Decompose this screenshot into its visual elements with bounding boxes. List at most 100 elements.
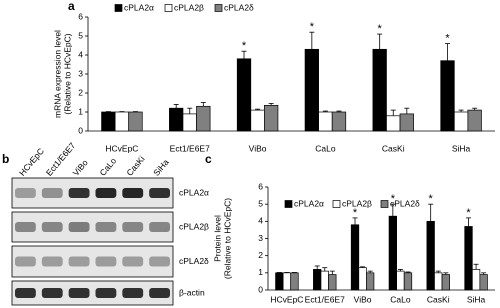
significance-label: * [378, 23, 383, 35]
bar [114, 111, 130, 132]
bar [388, 215, 397, 291]
significance-label: * [310, 21, 315, 33]
blot-band [95, 222, 117, 232]
blot-band [122, 222, 144, 232]
blot-band [95, 288, 117, 298]
blot-band [122, 256, 144, 267]
bar [453, 111, 469, 132]
x-tick-label: HCvEpC [105, 143, 138, 153]
y-tick-label: 6 [258, 181, 263, 191]
bar [350, 224, 360, 291]
bar [290, 272, 299, 291]
error-bar [241, 50, 247, 59]
bar [386, 115, 401, 132]
band-label: β-actin [179, 287, 205, 297]
bar [101, 111, 116, 132]
error-bar [336, 110, 342, 112]
blot-band [15, 256, 36, 267]
legend-label: cPLA2δ [224, 2, 254, 12]
lane-label: ViBo [71, 157, 90, 177]
error-bar [443, 272, 449, 275]
error-bar [481, 272, 487, 275]
y-axis-label: (Relative to HCvEpC) [222, 198, 232, 279]
legend-label: cPLA2α [294, 198, 324, 208]
legend-label: cPLA2β [174, 2, 204, 12]
legend-swatch [380, 200, 389, 208]
error-bar [367, 270, 373, 273]
bar [182, 113, 197, 132]
blot-box [11, 280, 174, 306]
bar [236, 58, 252, 132]
bar [331, 111, 347, 132]
legend-swatch [214, 4, 223, 12]
y-tick-label: 2 [78, 87, 83, 97]
bar [403, 272, 413, 291]
blot-band [149, 288, 170, 298]
blot-band [122, 188, 144, 198]
bar [467, 109, 482, 132]
error-bar [435, 270, 441, 273]
y-axis-label: (Relative to HCvEpC) [62, 33, 72, 114]
error-bar [360, 266, 366, 268]
x-tick-label: SiHa [452, 143, 471, 153]
band-label: cPLA2δ [179, 256, 209, 266]
blot-band [41, 188, 63, 198]
y-axis-label: Protein level [212, 215, 222, 262]
significance-label: * [391, 193, 396, 205]
blot-band [68, 188, 90, 198]
bar [396, 270, 405, 291]
bar [264, 104, 279, 132]
error-bar [428, 203, 434, 222]
blot-band [68, 256, 90, 267]
blot-box [11, 245, 174, 278]
y-tick-label: 0 [78, 125, 83, 135]
bar [426, 220, 435, 291]
bar [169, 107, 184, 132]
blot-band [95, 256, 117, 267]
bar [358, 267, 367, 291]
bar [399, 113, 414, 132]
significance-label: * [445, 33, 450, 45]
error-bar [390, 203, 396, 217]
error-bar [309, 31, 315, 50]
y-tick-label: 0 [258, 284, 263, 294]
y-tick-label: 4 [258, 216, 263, 226]
y-tick-label: 3 [258, 233, 263, 243]
error-bar [200, 102, 206, 107]
blot-band [122, 288, 144, 298]
error-bar [473, 263, 479, 270]
legend-swatch [284, 200, 293, 208]
band-label: cPLA2α [179, 187, 209, 197]
error-bar [329, 270, 335, 275]
panel-label: c [205, 152, 212, 166]
error-bar [445, 43, 451, 61]
blot-band [149, 222, 170, 232]
x-tick-label: CasKi [382, 143, 405, 153]
y-tick-label: 5 [78, 30, 83, 40]
blot-band [15, 188, 36, 198]
y-tick-label: 1 [258, 267, 263, 277]
bar [471, 269, 481, 291]
significance-label: * [466, 207, 471, 219]
bar [464, 226, 473, 291]
x-tick-label: HCvEpC [270, 294, 303, 304]
error-bar [390, 109, 396, 116]
bar [318, 111, 333, 132]
lane-label: HCvEpC [17, 146, 46, 178]
blot-box [11, 177, 174, 209]
legend-swatch [164, 4, 173, 12]
lane-label: CasKi [124, 154, 146, 178]
significance-label: * [353, 207, 358, 219]
error-bar [377, 33, 383, 50]
error-bar [397, 268, 403, 272]
x-tick-label: ViBo [354, 294, 372, 304]
bar [275, 272, 284, 291]
significance-label: * [242, 40, 247, 52]
error-bar [322, 267, 328, 272]
legend-label: cPLA2β [342, 198, 372, 208]
lane-label: SiHa [151, 157, 171, 178]
error-bar [404, 107, 410, 114]
y-axis-label: mRNA expression level [52, 30, 62, 118]
